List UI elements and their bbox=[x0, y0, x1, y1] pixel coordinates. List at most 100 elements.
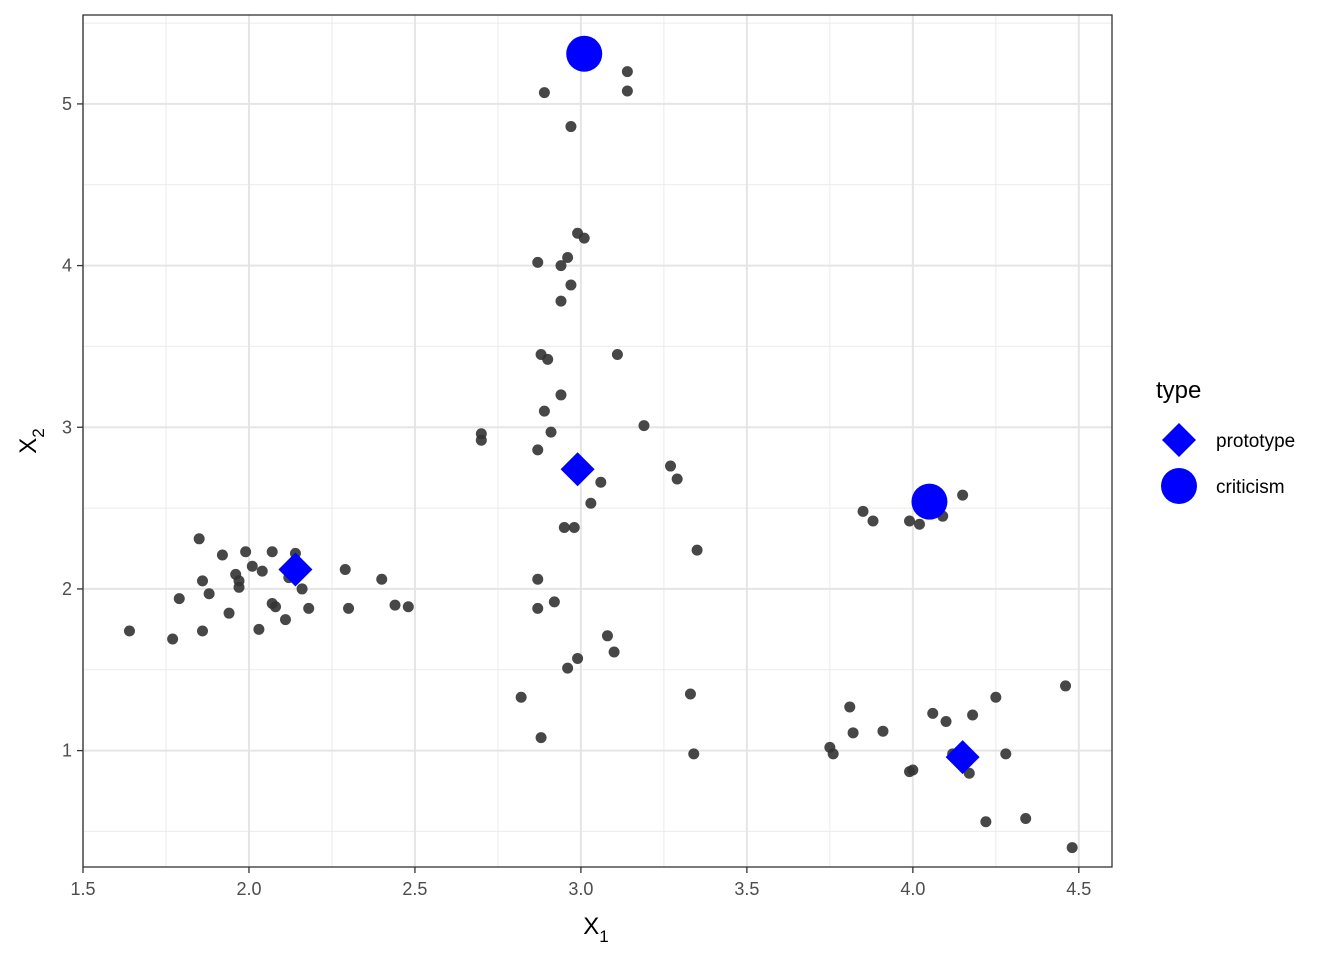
data-point bbox=[691, 544, 703, 556]
data-point bbox=[545, 426, 557, 438]
data-point bbox=[196, 575, 208, 587]
data-point bbox=[990, 691, 1002, 703]
data-point bbox=[621, 85, 633, 97]
prototype-point bbox=[278, 552, 313, 587]
data-point bbox=[638, 420, 650, 432]
x-tick-label: 4.0 bbox=[900, 879, 925, 899]
y-axis-title: X2 bbox=[15, 428, 48, 453]
data-point bbox=[1066, 842, 1078, 854]
data-point bbox=[601, 630, 613, 642]
data-point bbox=[621, 66, 633, 78]
data-point bbox=[193, 533, 205, 545]
data-points bbox=[123, 66, 1078, 854]
data-point bbox=[216, 549, 228, 561]
data-point bbox=[904, 515, 916, 527]
data-point bbox=[266, 546, 278, 558]
data-point bbox=[532, 602, 544, 614]
x-tick-label: 3.0 bbox=[568, 879, 593, 899]
data-point bbox=[203, 588, 215, 600]
data-point bbox=[123, 625, 135, 637]
prototype-point bbox=[560, 452, 595, 487]
plot-panel-border bbox=[82, 14, 1113, 868]
data-point bbox=[532, 573, 544, 585]
data-point bbox=[608, 646, 620, 658]
data-point bbox=[562, 252, 574, 264]
data-point bbox=[565, 279, 577, 291]
highlighted-points bbox=[278, 35, 980, 775]
data-point bbox=[877, 725, 889, 737]
legend-title: type bbox=[1156, 377, 1201, 404]
data-point bbox=[844, 701, 856, 713]
data-point bbox=[1060, 680, 1072, 692]
x-tick-label: 2.5 bbox=[402, 879, 427, 899]
data-point bbox=[532, 256, 544, 268]
x-tick-label: 2.0 bbox=[236, 879, 261, 899]
legend-key-prototype bbox=[1162, 423, 1196, 457]
legend-label-prototype: prototype bbox=[1216, 431, 1295, 452]
legend: type prototype criticism bbox=[1156, 377, 1295, 504]
y-tick-label: 2 bbox=[62, 579, 72, 599]
data-point bbox=[562, 662, 574, 674]
grid bbox=[82, 15, 1112, 867]
data-point bbox=[572, 652, 584, 664]
data-point bbox=[402, 601, 414, 613]
data-point bbox=[279, 614, 291, 626]
data-point bbox=[585, 497, 597, 509]
legend-label-criticism: criticism bbox=[1216, 477, 1285, 498]
data-point bbox=[538, 87, 550, 99]
data-point bbox=[246, 560, 258, 572]
x-tick-label: 3.5 bbox=[734, 879, 759, 899]
data-point bbox=[611, 349, 623, 361]
data-point bbox=[196, 625, 208, 637]
data-point bbox=[532, 444, 544, 456]
data-point bbox=[555, 295, 567, 307]
data-point bbox=[475, 434, 487, 446]
data-point bbox=[827, 748, 839, 760]
criticism-point bbox=[566, 35, 603, 72]
data-point bbox=[256, 565, 268, 577]
data-point bbox=[967, 709, 979, 721]
data-point bbox=[343, 602, 355, 614]
data-point bbox=[957, 489, 969, 501]
data-point bbox=[223, 607, 235, 619]
data-point bbox=[296, 583, 308, 595]
data-point bbox=[376, 573, 388, 585]
x-tick-label: 4.5 bbox=[1066, 879, 1091, 899]
data-point bbox=[233, 581, 245, 593]
data-point bbox=[253, 623, 265, 635]
data-point bbox=[167, 633, 179, 645]
criticism-point bbox=[911, 483, 948, 520]
data-point bbox=[303, 602, 315, 614]
data-point bbox=[907, 764, 919, 776]
data-point bbox=[867, 515, 879, 527]
data-point bbox=[535, 732, 547, 744]
data-point bbox=[565, 121, 577, 133]
data-point bbox=[684, 688, 696, 700]
y-tick-label: 1 bbox=[62, 741, 72, 761]
x-tick-label: 1.5 bbox=[70, 879, 95, 899]
data-point bbox=[671, 473, 683, 485]
data-point bbox=[173, 593, 185, 605]
data-point bbox=[595, 476, 607, 488]
data-point bbox=[568, 521, 580, 533]
data-point bbox=[542, 353, 554, 365]
y-tick-label: 3 bbox=[62, 417, 72, 437]
data-point bbox=[980, 816, 992, 828]
data-point bbox=[270, 601, 282, 613]
data-point bbox=[339, 564, 351, 576]
legend-key-criticism bbox=[1161, 468, 1197, 504]
x-axis-title: X1 bbox=[583, 913, 608, 946]
data-point bbox=[578, 232, 590, 244]
data-point bbox=[963, 767, 975, 779]
prototype-point bbox=[945, 740, 980, 775]
data-point bbox=[555, 260, 567, 272]
y-tick-label: 4 bbox=[62, 256, 72, 276]
data-point bbox=[847, 727, 859, 739]
data-point bbox=[665, 460, 677, 472]
data-point bbox=[927, 707, 939, 719]
data-point bbox=[538, 405, 550, 417]
data-point bbox=[1020, 812, 1032, 824]
y-tick-label: 5 bbox=[62, 94, 72, 114]
data-point bbox=[1000, 748, 1012, 760]
